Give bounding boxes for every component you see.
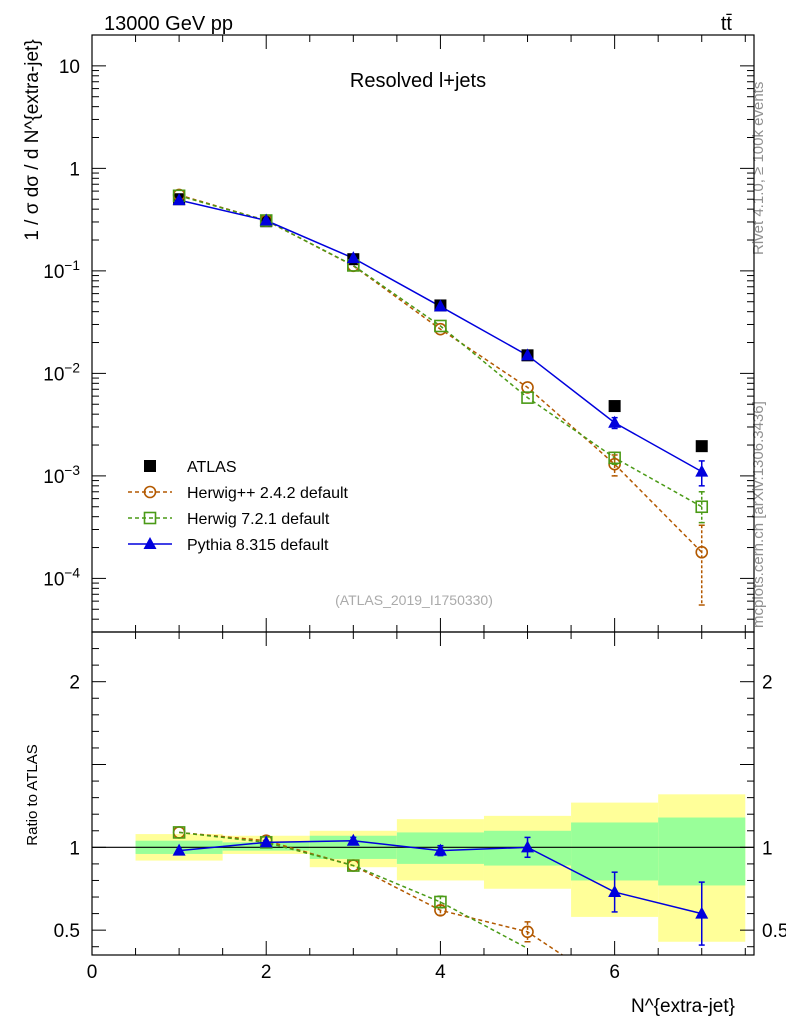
main-series-3-point [172,193,186,206]
legend-marker [144,460,156,472]
ratio-series-0-point [434,903,447,917]
main-ytick-label: 10−2 [43,360,80,385]
main-series-1-errorbar [698,524,705,606]
main-series-3-point [695,464,709,477]
legend: ATLAS Herwig++ 2.4.2 default Herwig 7.2.1 … [128,459,349,554]
xlabel: N^{extra-jet} [631,996,735,1017]
ratio-series-2-point [433,843,447,856]
main-series-3-point [433,299,447,312]
ratio-series-1-line [179,831,528,950]
ratio-series-0-errorbar [524,921,531,943]
ratio-xtick-label: 2 [261,962,272,983]
ratio-series-1-point [172,826,186,839]
analysis-label: (ATLAS_2019_I1750330) [335,592,493,608]
ratio-series-1-point [347,859,360,872]
energy-label: 13000 GeV pp [104,13,233,35]
stat-uncertainty-band [658,817,746,886]
ratio-xtick-label: 4 [435,962,446,983]
ratio-series-0-line [179,831,563,955]
ratio-ytick-label-left: 1 [69,838,80,859]
ratio-series-2-point [172,843,186,856]
ratio-xtick-label: 6 [609,962,620,983]
ratio-ytick-label-left: 2 [69,673,80,694]
process-label: tt̄ [721,13,733,35]
ratio-ytick-label-left: 0.5 [54,921,80,942]
main-ytick-label: 10−3 [43,463,80,488]
ratio-ytick-label-right: 0.5 [762,921,786,942]
legend-label: Pythia 8.315 default [187,537,329,554]
main-series-0-point [695,440,708,453]
main-series-2-point [434,319,447,333]
main-ytick-label: 10 [59,57,80,78]
main-title: Resolved l+jets [350,70,486,92]
main-series-3-point [346,251,360,264]
ratio-series-group [172,826,709,955]
stat-uncertainty-band [571,822,659,881]
main-ytick-label: 1 [69,159,80,180]
main-series-1-point [695,545,709,559]
main-series-3-point [259,213,273,226]
legend-label: ATLAS [187,459,237,476]
ratio-ytick-label-right: 2 [762,673,773,694]
main-series-2-line [178,195,703,508]
main-ytick-label: 10−4 [43,565,80,590]
main-series-2-point [608,451,621,465]
ratio-ytick-label-right: 1 [762,838,773,859]
main-ylabel: 1 / σ dσ / d N^{extra-jet} [22,39,43,240]
main-series-0-point [608,400,621,413]
main-series-2-point [695,500,709,514]
main-series-3-line [178,199,703,473]
main-series-1-point [608,457,621,471]
main-ytick-label: 10−1 [43,258,80,283]
legend-label: Herwig 7.2.1 default [187,511,330,528]
main-series-3-point [521,348,535,361]
ratio-frame [91,631,755,956]
main-series-2-point [521,391,534,404]
ratio-series-2-point [608,885,622,898]
ratio-series-2-point [259,835,273,848]
legend-label: Herwig++ 2.4.2 default [187,485,349,502]
ratio-series-2-point [346,833,360,846]
main-panel: 10−4 10−3 10−2 10−1 1 10 [43,34,755,633]
ratio-panel: 0 2 4 6 0.5 0.5 1 1 2 2 [54,631,786,983]
legend-marker [143,537,157,549]
main-series-2-errorbar [698,491,705,524]
ratio-xtick-label: 0 [87,962,98,983]
ratio-series-0-point [521,925,534,939]
ratio-series-1-point [434,895,447,909]
ratio-ylabel: Ratio to ATLAS [24,744,41,845]
ratio-series-2-point [521,840,535,853]
main-series-1-line [178,194,703,553]
legend-marker [143,511,157,525]
legend-marker [143,485,157,499]
ratio-series-2-point [695,906,709,919]
main-series-3-point [608,415,622,428]
